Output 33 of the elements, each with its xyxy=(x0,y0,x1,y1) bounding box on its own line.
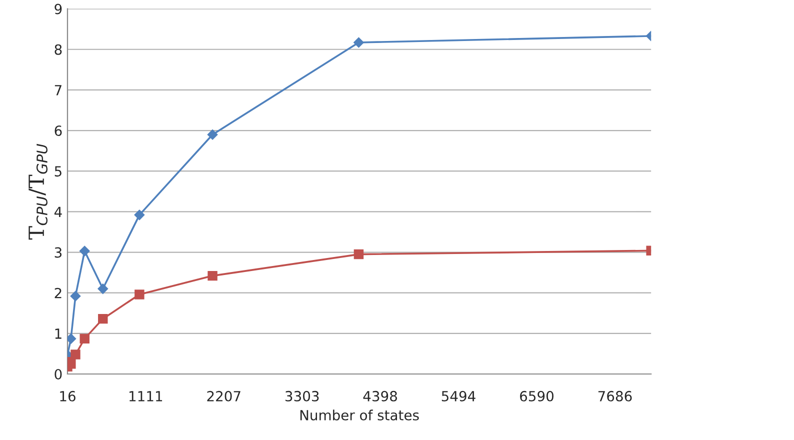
x-tick-label: 16 xyxy=(60,390,76,402)
point xyxy=(207,129,218,140)
point xyxy=(80,246,90,256)
x-tick-label: 7686 xyxy=(598,390,632,402)
point xyxy=(67,334,76,344)
point xyxy=(70,350,80,360)
point xyxy=(70,290,81,302)
x-axis-title: Number of states xyxy=(300,410,419,420)
y-tick-label: 4 xyxy=(54,206,62,217)
y-tick-label: 2 xyxy=(54,288,62,298)
y-tick-label: 9 xyxy=(54,4,62,14)
y-tick-label: 3 xyxy=(54,247,62,258)
point xyxy=(134,290,144,300)
y-tick-label: 0 xyxy=(54,368,62,380)
x-tick-label: 6590 xyxy=(520,390,554,402)
point xyxy=(98,284,108,294)
point xyxy=(98,314,108,324)
y-tick-label: 1 xyxy=(55,328,62,339)
x-tick-label: 3303 xyxy=(285,390,319,402)
point xyxy=(354,37,364,48)
point xyxy=(354,249,364,260)
x-tick-label: 2207 xyxy=(207,390,240,402)
point xyxy=(80,334,90,344)
y-tick-label: 7 xyxy=(54,85,62,96)
point xyxy=(208,270,218,281)
y-axis-title: T$_{CPU}$/T$_{GPU}$ xyxy=(28,144,48,240)
x-tick-label: 1111 xyxy=(130,391,162,402)
y-tick-label: 5 xyxy=(54,166,62,177)
x-tick-label: 4398 xyxy=(363,390,397,402)
point xyxy=(134,210,145,220)
x-tick-label: 5494 xyxy=(442,390,476,402)
y-tick-label: 6 xyxy=(54,126,62,136)
y-tick-label: 8 xyxy=(54,44,62,55)
